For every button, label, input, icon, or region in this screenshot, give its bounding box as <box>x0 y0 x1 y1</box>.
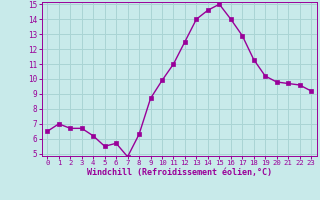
X-axis label: Windchill (Refroidissement éolien,°C): Windchill (Refroidissement éolien,°C) <box>87 168 272 177</box>
